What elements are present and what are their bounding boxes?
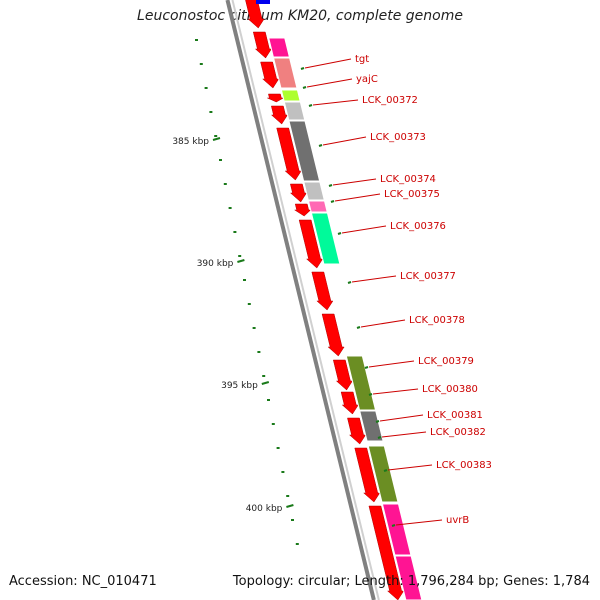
function-block <box>367 445 399 503</box>
gene-labels: tgt yajC LCK_00372 LCK_00373 LCK_00374 LCK_00… <box>355 54 492 526</box>
backbone-inner <box>231 0 380 600</box>
label-anchor-dot <box>347 281 352 284</box>
label-anchor-dot <box>302 86 307 89</box>
leader-line <box>322 136 367 146</box>
label-anchor-dot <box>375 420 380 423</box>
gene-label: tgt <box>355 54 369 65</box>
function-color-track <box>256 0 423 600</box>
leader-line <box>341 225 387 234</box>
label-leader-lines <box>300 58 443 527</box>
function-block <box>345 355 377 411</box>
gene-label: LCK_00378 <box>409 315 465 326</box>
label-anchor-dot <box>308 104 313 107</box>
scale-label: 390 kbp <box>197 259 234 269</box>
cds-arrow <box>289 183 308 203</box>
scale-tick <box>261 381 270 385</box>
scale-label: 395 kbp <box>221 381 258 391</box>
gene-label: LCK_00383 <box>436 460 492 471</box>
function-block <box>303 181 325 201</box>
leader-line <box>312 99 359 106</box>
cds-arrow <box>270 105 288 125</box>
function-block <box>381 503 412 556</box>
cds-arrow <box>245 0 265 29</box>
scale-tick <box>286 504 294 508</box>
accession-text: Accession: NC_010471 <box>9 574 157 589</box>
cds-arrow <box>252 31 272 59</box>
leader-line <box>368 360 415 368</box>
label-anchor-dot <box>328 184 333 187</box>
label-anchor-dot <box>364 366 369 369</box>
cds-arrow <box>321 313 345 357</box>
leader-line <box>381 431 427 438</box>
leader-line <box>379 414 424 422</box>
scale-label: 400 kbp <box>246 504 283 514</box>
gene-label: LCK_00376 <box>390 221 446 232</box>
leader-line <box>360 319 406 328</box>
cds-arrow <box>267 93 285 103</box>
cds-track <box>245 0 405 600</box>
cds-arrow <box>276 127 302 181</box>
label-anchor-dot <box>391 524 396 527</box>
leader-line <box>334 193 381 202</box>
function-block <box>394 555 423 600</box>
leader-line <box>387 464 433 471</box>
function-block <box>268 37 291 58</box>
function-block <box>272 57 298 89</box>
function-block <box>280 89 301 102</box>
gene-label: LCK_00372 <box>362 95 418 106</box>
gene-label: uvrB <box>446 515 469 526</box>
genome-summary-text: Topology: circular; Length: 1,796,284 bp… <box>232 574 590 589</box>
gene-label: yajC <box>356 74 378 85</box>
scale-tick <box>237 259 245 263</box>
cds-arrow <box>293 203 312 217</box>
label-anchor-dot <box>337 232 342 235</box>
cds-arrow <box>298 219 324 269</box>
cds-arrow <box>260 61 280 89</box>
leader-line <box>395 519 443 526</box>
scale-tick <box>212 137 221 141</box>
function-block <box>307 200 328 213</box>
leader-line <box>332 178 377 186</box>
cds-arrow <box>368 505 405 600</box>
gene-label: LCK_00381 <box>427 410 483 421</box>
label-anchor-dot <box>368 393 373 396</box>
label-anchor-dot <box>318 144 323 147</box>
label-anchor-dot <box>330 200 335 203</box>
function-block <box>359 410 384 442</box>
gene-label: LCK_00375 <box>384 189 440 200</box>
label-anchor-dot <box>300 67 305 70</box>
cds-arrow <box>354 447 381 503</box>
backbone-outer <box>225 0 376 600</box>
label-anchor-dot <box>356 326 361 329</box>
function-block <box>256 0 270 4</box>
leader-line <box>306 78 353 88</box>
cds-arrow <box>311 271 334 311</box>
gene-label: LCK_00379 <box>418 356 474 367</box>
cds-arrow <box>332 359 353 391</box>
cds-arrow <box>347 417 367 445</box>
scale-labels: 385 kbp 390 kbp 395 kbp 400 kbp <box>172 137 294 514</box>
cds-arrow <box>340 391 359 415</box>
function-block <box>310 212 341 265</box>
map-title: Leuconostoc citreum KM20, complete genom… <box>137 8 463 24</box>
scale-label: 385 kbp <box>172 137 209 147</box>
leader-line <box>372 388 419 395</box>
leader-line <box>304 58 352 69</box>
gene-label: LCK_00380 <box>422 384 478 395</box>
gene-label: LCK_00373 <box>370 132 426 143</box>
function-block <box>288 120 321 182</box>
scale-ruler <box>195 39 299 545</box>
gene-label: LCK_00382 <box>430 427 486 438</box>
genome-backbone <box>225 0 380 600</box>
function-block <box>283 101 306 121</box>
leader-line <box>351 275 397 283</box>
gene-label: LCK_00374 <box>380 174 436 185</box>
label-anchor-dot <box>383 469 388 472</box>
label-anchor-dot <box>377 436 382 439</box>
gene-label: LCK_00377 <box>400 271 456 282</box>
